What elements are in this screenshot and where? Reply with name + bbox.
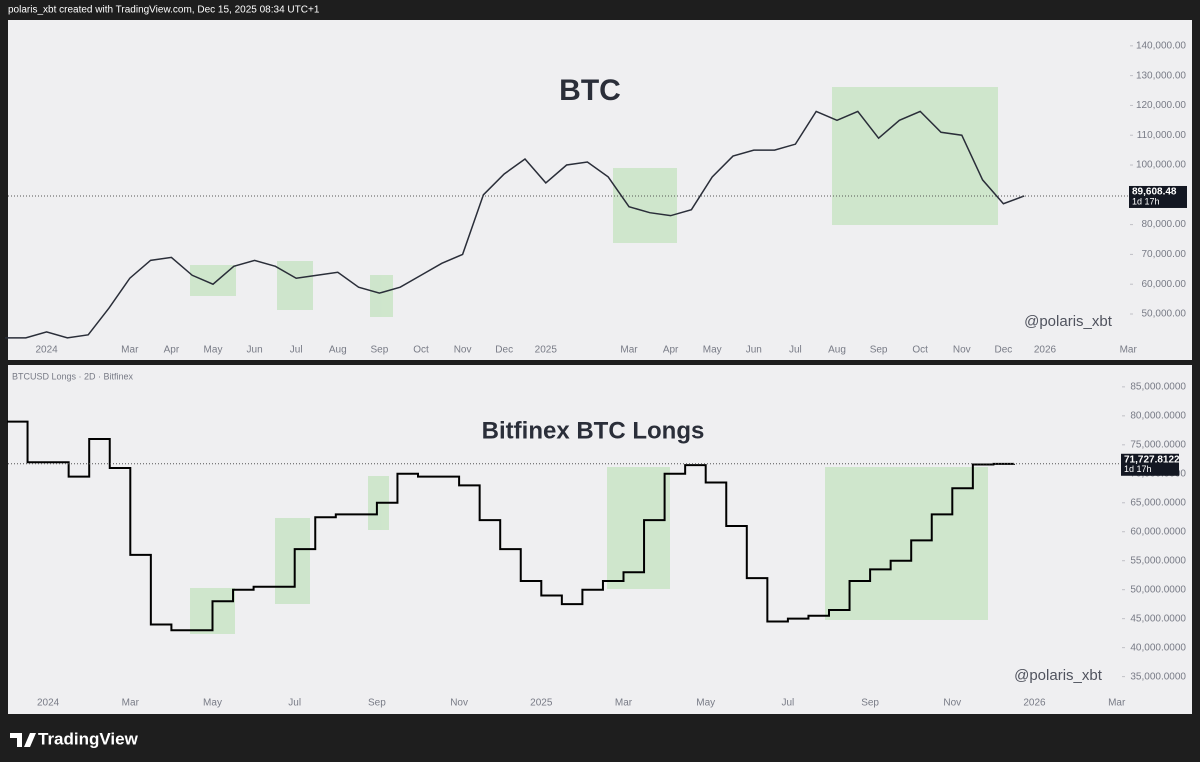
- x-tick-label: Aug: [828, 345, 846, 356]
- x-tick-label: Aug: [329, 345, 347, 356]
- x-tick-label: Nov: [450, 698, 468, 709]
- y-tick-label: 65,000.0000: [1130, 497, 1186, 508]
- x-tick-label: Apr: [164, 345, 180, 356]
- logo: TradingView: [10, 729, 139, 748]
- x-tick-label: 2026: [1023, 698, 1046, 709]
- x-tick-label: Sep: [861, 698, 879, 709]
- y-tick-label: 140,000.00: [1136, 40, 1186, 51]
- subtitle: BTCUSD Longs · 2D · Bitfinex: [12, 371, 134, 381]
- x-tick-label: Oct: [413, 345, 429, 356]
- x-tick-label: Mar: [615, 698, 633, 709]
- y-tick-label: 80,000.0000: [1130, 410, 1186, 421]
- y-tick-label: 45,000.0000: [1130, 613, 1186, 624]
- panel-bottom: [8, 365, 1192, 714]
- y-tick-label: 85,000.0000: [1130, 382, 1186, 393]
- x-tick-label: Apr: [663, 345, 679, 356]
- countdown: 1d 17h: [1132, 196, 1160, 206]
- x-tick-label: May: [703, 345, 722, 356]
- y-tick-label: 110,000.00: [1137, 130, 1187, 141]
- panel-top: [8, 20, 1192, 360]
- x-tick-label: 2024: [37, 698, 60, 709]
- annotation: @polaris_xbt: [1024, 313, 1113, 330]
- y-tick-label: 70,000.00: [1142, 249, 1187, 260]
- y-tick-label: 60,000.00: [1142, 279, 1187, 290]
- highlight: [825, 467, 988, 620]
- y-tick-label: 55,000.0000: [1130, 555, 1186, 566]
- x-tick-label: Mar: [121, 345, 139, 356]
- x-tick-label: Sep: [870, 345, 888, 356]
- x-tick-label: May: [203, 698, 222, 709]
- countdown: 1d 17h: [1124, 464, 1152, 474]
- x-tick-label: Mar: [122, 698, 140, 709]
- highlight: [275, 518, 310, 604]
- x-tick-label: Dec: [995, 345, 1013, 356]
- x-tick-label: May: [696, 698, 715, 709]
- highlight: [607, 467, 670, 589]
- x-tick-label: Mar: [1108, 698, 1126, 709]
- x-tick-label: 2024: [35, 345, 58, 356]
- y-tick-label: 120,000.00: [1136, 100, 1186, 111]
- series-line: [7, 420, 1015, 632]
- x-tick-label: Mar: [620, 345, 638, 356]
- highlight: [370, 275, 393, 317]
- x-tick-label: Nov: [953, 345, 971, 356]
- x-tick-label: Mar: [1120, 345, 1138, 356]
- x-tick-label: Sep: [368, 698, 386, 709]
- brand: TradingView: [38, 729, 139, 748]
- y-tick-label: 50,000.0000: [1130, 584, 1186, 595]
- x-tick-label: 2026: [1034, 345, 1057, 356]
- x-tick-label: Jul: [782, 698, 795, 709]
- header: polaris_xbt created with TradingView.com…: [8, 5, 320, 16]
- x-tick-label: Sep: [371, 345, 389, 356]
- x-tick-label: 2025: [535, 345, 558, 356]
- y-tick-label: 40,000.0000: [1130, 642, 1186, 653]
- x-tick-label: Jun: [746, 345, 762, 356]
- y-tick-label: 75,000.0000: [1130, 439, 1186, 450]
- x-tick-label: Oct: [912, 345, 928, 356]
- x-tick-label: Jun: [247, 345, 263, 356]
- y-tick-label: 130,000.00: [1136, 70, 1186, 81]
- price-tag: [1129, 185, 1187, 208]
- y-tick-label: 100,000.00: [1136, 160, 1186, 171]
- highlight: [613, 168, 677, 243]
- x-tick-label: Jul: [789, 345, 802, 356]
- y-tick-label: 50,000.00: [1142, 309, 1187, 320]
- y-tick-label: 80,000.00: [1142, 219, 1187, 230]
- x-tick-label: Dec: [495, 345, 513, 356]
- logo-icon: [10, 733, 36, 747]
- x-tick-label: Jul: [290, 345, 303, 356]
- annotation: @polaris_xbt: [1014, 667, 1103, 684]
- x-tick-label: May: [204, 345, 223, 356]
- y-tick-label: 60,000.0000: [1130, 526, 1186, 537]
- y-tick-label: 35,000.0000: [1130, 671, 1186, 682]
- highlight: [277, 261, 313, 310]
- price-tag: [1121, 453, 1179, 476]
- x-tick-label: Jul: [288, 698, 301, 709]
- x-tick-label: Nov: [943, 698, 961, 709]
- x-tick-label: 2025: [530, 698, 553, 709]
- price-tag-label: 71,727.8122: [1124, 454, 1180, 465]
- price-tag-label: 89,608.48: [1132, 187, 1177, 198]
- chart-title: Bitfinex BTC Longs: [482, 417, 705, 444]
- x-tick-label: Nov: [454, 345, 472, 356]
- highlight: [832, 87, 998, 225]
- chart-title: BTC: [559, 74, 621, 107]
- series-line: [5, 110, 1025, 339]
